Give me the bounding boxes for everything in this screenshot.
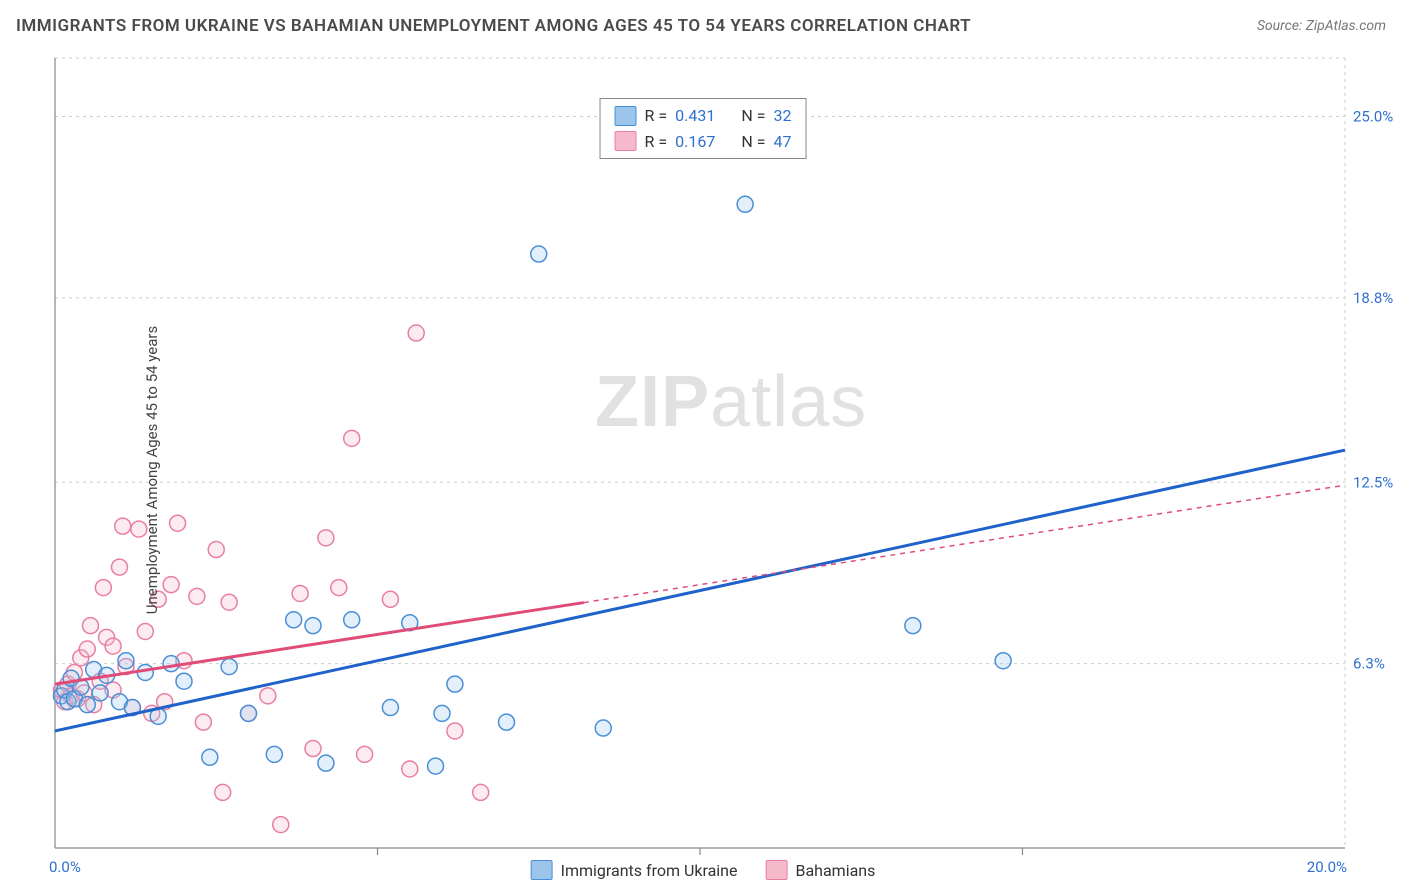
r-value: 0.431: [675, 103, 715, 129]
trend-line-extrapolated: [584, 485, 1345, 602]
scatter-chart: 0.0% 20.0% 6.3% 12.5% 18.8% 25.0%: [0, 48, 1406, 892]
data-point: [447, 676, 463, 692]
data-point: [137, 623, 153, 639]
trend-line: [55, 450, 1345, 731]
data-point: [189, 588, 205, 604]
data-point: [905, 618, 921, 634]
legend-label: Immigrants from Ukraine: [561, 861, 738, 880]
svg-text:6.3%: 6.3%: [1353, 655, 1385, 673]
r-label: R =: [645, 129, 668, 155]
legend-label: Bahamians: [795, 861, 875, 880]
data-point: [221, 594, 237, 610]
legend-swatch: [615, 106, 637, 126]
legend-swatch: [531, 860, 553, 880]
data-point: [273, 817, 289, 833]
n-label: N =: [741, 103, 765, 129]
data-point: [531, 246, 547, 262]
data-point: [82, 618, 98, 634]
n-value: 32: [773, 103, 791, 129]
data-point: [95, 580, 111, 596]
data-point: [447, 723, 463, 739]
data-point: [286, 612, 302, 628]
data-point: [163, 577, 179, 593]
legend-row: R = 0.431 N = 32: [615, 103, 792, 129]
data-point: [118, 653, 134, 669]
data-point: [292, 585, 308, 601]
correlation-legend: R = 0.431 N = 32 R = 0.167 N = 47: [600, 98, 807, 159]
svg-text:20.0%: 20.0%: [1307, 858, 1347, 876]
legend-swatch: [765, 860, 787, 880]
y-axis-title: Unemployment Among Ages 45 to 54 years: [143, 326, 161, 614]
chart-container: Unemployment Among Ages 45 to 54 years 0…: [0, 48, 1406, 892]
chart-title: IMMIGRANTS FROM UKRAINE VS BAHAMIAN UNEM…: [16, 16, 971, 36]
r-value: 0.167: [675, 129, 715, 155]
data-point: [79, 641, 95, 657]
legend-row: R = 0.167 N = 47: [615, 129, 792, 155]
data-point: [318, 530, 334, 546]
series-legend: Immigrants from Ukraine Bahamians: [531, 860, 876, 880]
data-point: [115, 518, 131, 534]
data-point: [266, 746, 282, 762]
source-attribution: Source: ZipAtlas.com: [1257, 18, 1386, 34]
data-point: [331, 580, 347, 596]
data-point: [344, 430, 360, 446]
data-point: [357, 746, 373, 762]
data-point: [112, 559, 128, 575]
legend-swatch: [615, 131, 637, 151]
r-label: R =: [645, 103, 668, 129]
data-point: [195, 714, 211, 730]
data-point: [260, 688, 276, 704]
data-point: [995, 653, 1011, 669]
legend-item: Bahamians: [765, 860, 875, 880]
data-point: [221, 659, 237, 675]
n-value: 47: [773, 129, 791, 155]
data-point: [473, 784, 489, 800]
legend-item: Immigrants from Ukraine: [531, 860, 738, 880]
data-point: [79, 697, 95, 713]
data-point: [163, 656, 179, 672]
data-point: [434, 705, 450, 721]
data-point: [241, 705, 257, 721]
data-point: [215, 784, 231, 800]
data-point: [382, 700, 398, 716]
data-point: [318, 755, 334, 771]
data-point: [92, 685, 108, 701]
data-point: [208, 542, 224, 558]
data-point: [737, 196, 753, 212]
data-point: [408, 325, 424, 341]
data-point: [305, 618, 321, 634]
data-point: [202, 749, 218, 765]
svg-text:18.8%: 18.8%: [1353, 289, 1393, 307]
data-point: [170, 515, 186, 531]
data-point: [595, 720, 611, 736]
data-point: [305, 741, 321, 757]
data-point: [105, 638, 121, 654]
data-point: [382, 591, 398, 607]
data-point: [428, 758, 444, 774]
n-label: N =: [741, 129, 765, 155]
data-point: [402, 761, 418, 777]
data-point: [176, 673, 192, 689]
data-point: [344, 612, 360, 628]
svg-text:0.0%: 0.0%: [49, 858, 81, 876]
svg-text:12.5%: 12.5%: [1353, 473, 1393, 491]
svg-text:25.0%: 25.0%: [1353, 108, 1393, 126]
data-point: [499, 714, 515, 730]
